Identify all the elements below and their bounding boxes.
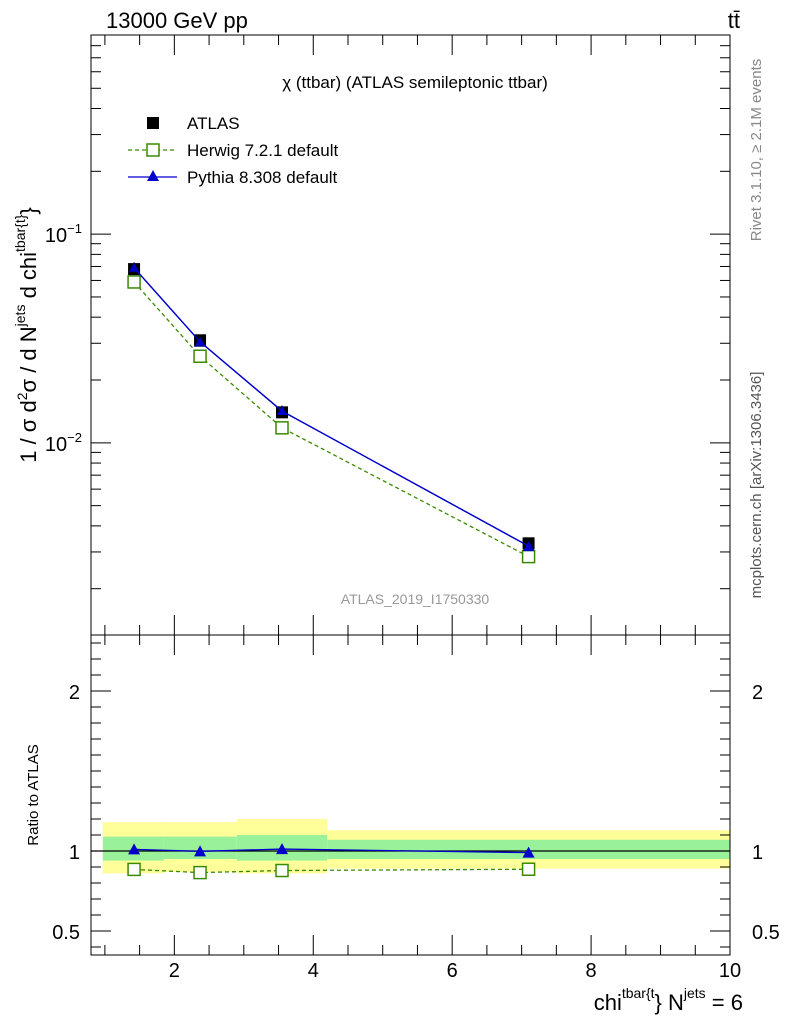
chart-title: χ (ttbar) (ATLAS semileptonic ttbar) (282, 73, 548, 92)
x-tick-label: 2 (169, 960, 180, 982)
legend-marker-herwig (146, 143, 160, 157)
ratio-series (127, 843, 536, 880)
ratio-herwig-point (127, 862, 141, 877)
pythia-point-overlay (277, 406, 288, 416)
herwig-point (193, 349, 207, 363)
herwig-point (275, 421, 289, 435)
ratio-herwig-point (193, 865, 207, 880)
ratio-pythia-point (276, 843, 289, 855)
ratio-pythia-point (128, 843, 141, 855)
x-tick-label: 4 (308, 960, 319, 982)
ratio-herwig-line (134, 868, 529, 874)
ratio-y-label: Ratio to ATLAS (25, 744, 42, 845)
watermark: ATLAS_2019_I1750330 (341, 591, 490, 607)
legend-label-atlas: ATLAS (187, 114, 240, 133)
main-panel: 10−1 10−2 χ (ttbar) (ATLAS semileptonic t… (12, 34, 731, 636)
herwig-point (127, 275, 141, 289)
x-tick-label: 8 (586, 960, 597, 982)
ratio-y-tick-label: 2 (69, 682, 80, 704)
legend-label-herwig: Herwig 7.2.1 default (187, 141, 338, 160)
ratio-panel: 0.5 0.5 1 1 2 2 2 4 6 8 10 Ratio to ATLAS chitbar{… (25, 634, 780, 1015)
x-axis-label: chitbar{t} Njets = 6 (594, 985, 743, 1015)
pythia-line-overlay (133, 267, 529, 547)
ratio-herwig-point (275, 863, 289, 878)
ratio-bands (102, 819, 730, 874)
main-y-tick-label: 10−2 (45, 430, 82, 456)
pythia-line (133, 267, 529, 547)
ratio-pythia-point (194, 845, 207, 857)
ratio-y-tick-label: 0.5 (52, 922, 80, 944)
herwig-line (133, 281, 529, 558)
main-y-tick-label: 10−1 (45, 221, 82, 247)
ratio-ticks: 0.5 0.5 1 1 2 2 2 4 6 8 10 (52, 635, 780, 982)
ratio-pythia-point (522, 846, 535, 858)
mcplots-label: mcplots.cern.ch [arXiv:1306.3436] (748, 372, 765, 599)
ratio-herwig-point (521, 862, 536, 876)
main-series (127, 261, 536, 564)
pythia-point-overlay (523, 541, 534, 551)
header-left: 13000 GeV pp (106, 8, 248, 33)
ratio-y-tick-label-right: 0.5 (752, 922, 780, 944)
main-y-label: 1 / σ d2σ / d Njets d chitbar{t}} (12, 207, 41, 463)
legend-label-pythia: Pythia 8.308 default (187, 168, 338, 187)
pythia-point-overlay (129, 262, 140, 272)
ratio-y-tick-label: 1 (69, 842, 80, 864)
herwig-point (521, 549, 536, 564)
pythia-point-overlay (195, 336, 206, 346)
legend: ATLAS Herwig 7.2.1 default Pythia 8.308 … (128, 114, 338, 187)
legend-marker-pythia (147, 170, 159, 181)
ratio-y-tick-label-right: 2 (752, 682, 763, 704)
ratio-y-tick-label-right: 1 (752, 842, 763, 864)
legend-marker-atlas (147, 117, 159, 129)
x-tick-label: 6 (447, 960, 458, 982)
header-right: tt̄ (728, 8, 740, 33)
ratio-pythia-line (134, 848, 529, 854)
svg-text:1 / σ d2σ / d Njets d chitbar{: 1 / σ d2σ / d Njets d chitbar{t}} (12, 207, 41, 463)
x-tick-label: 10 (719, 960, 741, 982)
rivet-label: Rivet 3.1.10, ≥ 2.1M events (748, 59, 765, 242)
ratio-frame (90, 634, 731, 956)
